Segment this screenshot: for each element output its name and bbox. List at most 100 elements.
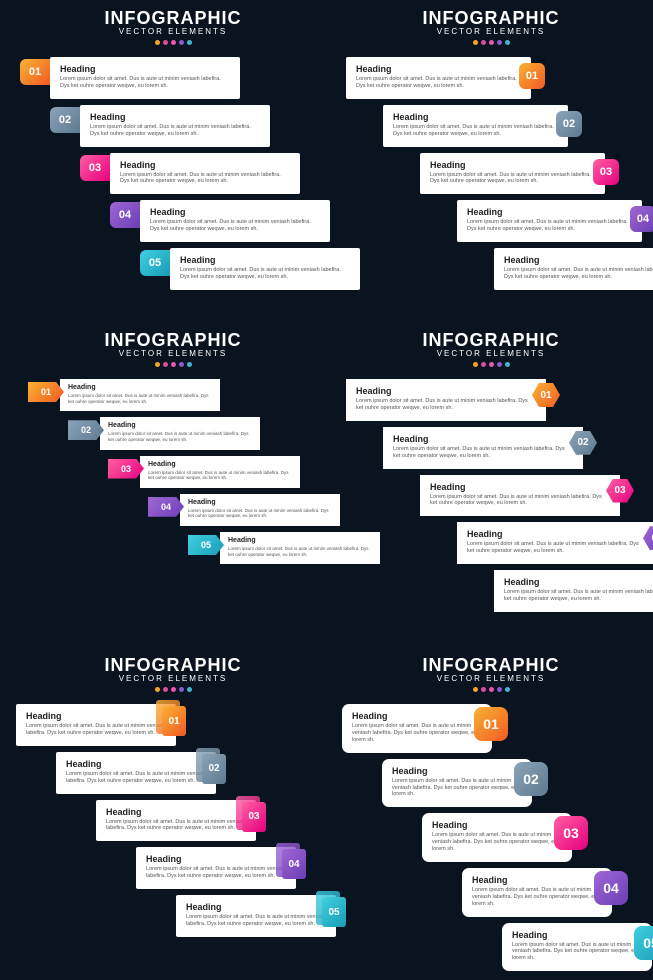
card-heading: Heading <box>106 807 246 817</box>
card-list: Heading Lorem ipsum dolor sit amet. Dus i… <box>10 704 336 937</box>
card-body: Lorem ipsum dolor sit amet. Dus is aute … <box>504 589 653 603</box>
step-card: HeadingLorem ipsum dolor sit amet. Dus i… <box>494 570 653 612</box>
dot-icon <box>171 40 176 45</box>
card-heading: Heading <box>186 902 326 912</box>
card-heading: Heading <box>393 434 573 444</box>
step-card: HeadingLorem ipsum dolor sit amet. Dus i… <box>140 456 300 488</box>
card-heading: Heading <box>467 207 632 217</box>
card-list: Heading Lorem ipsum dolor sit amet. Dus i… <box>10 379 336 564</box>
card-body: Lorem ipsum dolor sit amet. Dus is aute … <box>68 393 212 404</box>
step-card: Heading Lorem ipsum dolor sit amet. Dus i… <box>494 248 653 290</box>
card-heading: Heading <box>472 875 602 885</box>
card-body: Lorem ipsum dolor sit amet. Dus is aute … <box>430 172 595 186</box>
step-number-tab: 03 <box>593 159 619 185</box>
color-dots <box>10 40 336 45</box>
step-card: Heading Lorem ipsum dolor sit amet. Dus i… <box>382 759 532 808</box>
card-heading: Heading <box>393 112 558 122</box>
panel-subtitle: VECTOR ELEMENTS <box>10 27 336 36</box>
card-body: Lorem ipsum dolor sit amet. Dus is aute … <box>180 267 350 281</box>
card-heading: Heading <box>392 766 522 776</box>
panel-title: INFOGRAPHIC <box>328 330 653 351</box>
card-body: Lorem ipsum dolor sit amet. Dus is aute … <box>108 431 252 442</box>
step-number-tab: 03 <box>80 155 110 181</box>
infographic-panel: INFOGRAPHICVECTOR ELEMENTSHeadingLorem i… <box>10 655 336 943</box>
step-card: HeadingLorem ipsum dolor sit amet. Dus i… <box>342 704 492 753</box>
card-body: Lorem ipsum dolor sit amet. Dus is aute … <box>352 723 482 744</box>
dot-icon <box>505 40 510 45</box>
infographic-panel: INFOGRAPHICVECTOR ELEMENTS Heading Lorem i… <box>328 655 653 977</box>
step-number-tab: 04 <box>594 871 628 905</box>
card-list: Heading Lorem ipsum dolor sit amet. Dus i… <box>10 57 336 290</box>
step-number-tab: 01 <box>28 382 64 402</box>
dot-icon <box>489 362 494 367</box>
dot-icon <box>497 687 502 692</box>
step-card: HeadingLorem ipsum dolor sit amet. Dus i… <box>96 800 256 842</box>
fold-corner-icon <box>575 105 582 111</box>
card-heading: Heading <box>430 482 610 492</box>
step-number-tab: 04 <box>630 206 653 232</box>
card-body: Lorem ipsum dolor sit amet. Dus is aute … <box>120 172 290 186</box>
color-dots <box>10 687 336 692</box>
dot-icon <box>155 40 160 45</box>
step-number-tab: 05 <box>634 926 653 960</box>
card-body: Lorem ipsum dolor sit amet. Dus is aute … <box>356 76 521 90</box>
card-heading: Heading <box>504 255 653 265</box>
step-number-tab: 03 <box>554 816 588 850</box>
step-number-tab: 04 <box>110 202 140 228</box>
card-body: Lorem ipsum dolor sit amet. Dus is aute … <box>467 541 647 555</box>
card-body: Lorem ipsum dolor sit amet. Dus is aute … <box>472 887 602 908</box>
step-card: HeadingLorem ipsum dolor sit amet. Dus i… <box>422 813 572 862</box>
panel-title: INFOGRAPHIC <box>10 330 336 351</box>
panel-subtitle: VECTOR ELEMENTS <box>328 674 653 683</box>
step-card: HeadingLorem ipsum dolor sit amet. Dus i… <box>56 752 216 794</box>
dot-icon <box>155 687 160 692</box>
dot-icon <box>473 362 478 367</box>
panel-header: INFOGRAPHICVECTOR ELEMENTS <box>10 8 336 45</box>
card-body: Lorem ipsum dolor sit amet. Dus is aute … <box>392 778 522 799</box>
infographic-panel: INFOGRAPHICVECTOR ELEMENTSHeadingLorem i… <box>328 8 653 296</box>
panel-title: INFOGRAPHIC <box>10 655 336 676</box>
step-card: HeadingLorem ipsum dolor sit amet. Dus i… <box>16 704 176 746</box>
step-number-tab: 02 <box>68 420 104 440</box>
step-card: HeadingLorem ipsum dolor sit amet. Dus i… <box>420 475 620 517</box>
dot-icon <box>155 362 160 367</box>
step-card: Heading Lorem ipsum dolor sit amet. Dus i… <box>346 57 531 99</box>
card-heading: Heading <box>356 64 521 74</box>
infographic-panel: INFOGRAPHICVECTOR ELEMENTSHeadingLorem i… <box>328 330 653 618</box>
card-heading: Heading <box>108 422 252 429</box>
step-number-tab: 03 <box>108 459 144 479</box>
fold-corner-icon <box>612 153 619 159</box>
panel-title: INFOGRAPHIC <box>328 8 653 29</box>
card-body: Lorem ipsum dolor sit amet. Dus is aute … <box>393 446 573 460</box>
card-list: Heading Lorem ipsum dolor sit amet. Dus i… <box>328 57 653 290</box>
dot-icon <box>489 687 494 692</box>
card-body: Lorem ipsum dolor sit amet. Dus is aute … <box>504 267 653 281</box>
step-number-tab: 01 <box>162 706 186 736</box>
dot-icon <box>171 362 176 367</box>
step-card: HeadingLorem ipsum dolor sit amet. Dus i… <box>420 153 605 195</box>
step-card: Heading Lorem ipsum dolor sit amet. Dus i… <box>176 895 336 937</box>
dot-icon <box>187 687 192 692</box>
step-card: Heading Lorem ipsum dolor sit amet. Dus i… <box>60 379 220 411</box>
dot-icon <box>481 687 486 692</box>
step-number-tab: 02 <box>50 107 80 133</box>
card-body: Lorem ipsum dolor sit amet. Dus is aute … <box>186 914 326 928</box>
dot-icon <box>497 362 502 367</box>
dot-icon <box>473 687 478 692</box>
panel-subtitle: VECTOR ELEMENTS <box>328 349 653 358</box>
step-card: HeadingLorem ipsum dolor sit amet. Dus i… <box>50 57 240 99</box>
panel-title: INFOGRAPHIC <box>328 655 653 676</box>
card-body: Lorem ipsum dolor sit amet. Dus is aute … <box>26 723 166 737</box>
color-dots <box>10 362 336 367</box>
dot-icon <box>163 687 168 692</box>
step-card: HeadingLorem ipsum dolor sit amet. Dus i… <box>140 200 330 242</box>
card-heading: Heading <box>68 384 212 391</box>
panel-title: INFOGRAPHIC <box>10 8 336 29</box>
card-body: Lorem ipsum dolor sit amet. Dus is aute … <box>356 398 536 412</box>
dot-icon <box>489 40 494 45</box>
panel-subtitle: VECTOR ELEMENTS <box>10 349 336 358</box>
card-heading: Heading <box>150 207 320 217</box>
step-number-tab: 01 <box>20 59 50 85</box>
dot-icon <box>497 40 502 45</box>
card-body: Lorem ipsum dolor sit amet. Dus is aute … <box>60 76 230 90</box>
